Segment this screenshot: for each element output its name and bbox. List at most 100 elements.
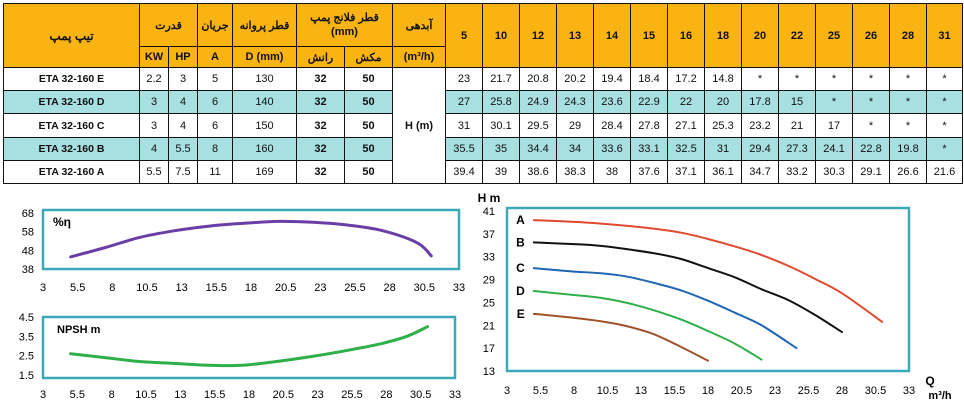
cell-head-label: H (m) xyxy=(392,67,446,184)
cell-kw: 2.2 xyxy=(139,67,169,91)
cell-head: 22 xyxy=(667,90,705,114)
cell-suction: 50 xyxy=(344,113,393,138)
cell-head: 38 xyxy=(593,160,631,184)
cell-model: ETA 32-160 C xyxy=(3,113,140,138)
header-flow-unit: (m³/h) xyxy=(392,46,446,68)
cell-d: 140 xyxy=(232,90,297,114)
cell-head: 39 xyxy=(482,160,520,184)
x-tick-label: 8 xyxy=(109,389,115,401)
cell-suction: 50 xyxy=(344,90,393,114)
x-tick-label: 10.5 xyxy=(597,385,618,397)
efficiency-chart-frame xyxy=(41,208,461,271)
header-flow-31: 31 xyxy=(926,3,963,68)
flow-axis-label: Q xyxy=(925,374,934,388)
header-flange: قطر فلانج پمپ (mm) xyxy=(296,3,393,47)
cell-head: 18.4 xyxy=(630,67,668,91)
cell-discharge: 32 xyxy=(296,113,345,138)
y-tick-label: 68 xyxy=(22,208,34,220)
cell-model: ETA 32-160 D xyxy=(3,90,140,114)
series-label-c: C xyxy=(516,261,525,275)
cell-head: * xyxy=(852,113,890,138)
head-chart-frame xyxy=(505,206,911,373)
x-tick-label: 5.5 xyxy=(70,389,85,401)
x-tick-label: 3 xyxy=(40,389,46,401)
cell-head: 34.7 xyxy=(741,160,779,184)
cell-head: 14.8 xyxy=(704,67,742,91)
cell-head: 30.3 xyxy=(815,160,853,184)
cell-head: 27 xyxy=(445,90,483,114)
cell-head: 31 xyxy=(704,137,742,161)
y-tick-label: 17 xyxy=(483,343,495,355)
y-tick-label: 41 xyxy=(483,206,495,218)
cell-suction: 50 xyxy=(344,160,393,184)
cell-discharge: 32 xyxy=(296,160,345,184)
cell-discharge: 32 xyxy=(296,67,345,91)
cell-d: 160 xyxy=(232,137,297,161)
table-row: ETA 32-160 A 5.5 7.5 11 169 32 50 39.4 39 38.6 38.… xyxy=(3,160,963,184)
x-tick-label: 8 xyxy=(571,385,577,397)
cell-head: 33.6 xyxy=(593,137,631,161)
cell-head: 27.1 xyxy=(667,113,705,138)
x-tick-label: 15.5 xyxy=(664,385,685,397)
cell-head: 27.8 xyxy=(630,113,668,138)
y-tick-label: 58 xyxy=(22,227,34,239)
cell-head: 29.4 xyxy=(741,137,779,161)
cell-head: 26.6 xyxy=(889,160,927,184)
cell-head: 32.5 xyxy=(667,137,705,161)
table-row: ETA 32-160 E 2.2 3 5 130 32 50 H (m) 23 21.7 20.8 2… xyxy=(3,67,963,184)
header-flow-22: 22 xyxy=(778,3,816,68)
npsh-curve xyxy=(69,325,429,368)
x-tick-label: 30.5 xyxy=(410,389,431,401)
x-tick-label: 8 xyxy=(109,282,115,294)
series-label-b: B xyxy=(516,235,525,249)
cell-hp: 7.5 xyxy=(168,160,198,184)
x-tick-label: 30.5 xyxy=(865,385,886,397)
x-tick-label: 33 xyxy=(453,282,465,294)
x-tick-label: 3 xyxy=(40,282,46,294)
cell-head: * xyxy=(778,67,816,91)
cell-hp: 4 xyxy=(168,113,198,138)
cell-head: 22.9 xyxy=(630,90,668,114)
cell-head: 23.6 xyxy=(593,90,631,114)
y-tick-label: 29 xyxy=(483,275,495,287)
y-tick-label: 48 xyxy=(22,245,34,257)
head-curve-c xyxy=(532,267,798,350)
cell-suction: 50 xyxy=(344,67,393,91)
header-flow-12: 12 xyxy=(519,3,557,68)
cell-kw: 4 xyxy=(139,137,169,161)
cell-a: 6 xyxy=(197,90,233,114)
y-tick-label: 25 xyxy=(483,297,495,309)
header-flow-5: 5 xyxy=(445,3,483,68)
header-flow-13: 13 xyxy=(556,3,594,68)
x-tick-label: 18 xyxy=(702,385,714,397)
cell-head: 33.2 xyxy=(778,160,816,184)
series-label-e: E xyxy=(517,307,525,321)
x-tick-label: 18 xyxy=(245,282,257,294)
header-flow-26: 26 xyxy=(852,3,890,68)
x-tick-label: 23 xyxy=(312,389,324,401)
head-curve-d xyxy=(532,290,763,361)
flow-axis-unit: m³/h xyxy=(928,390,952,402)
cell-head: 19.8 xyxy=(889,137,927,161)
head-curve-b xyxy=(532,241,843,334)
table-header-row: تیپ پمپ قدرت جریان قطر پروانه قطر فلانج … xyxy=(3,3,963,68)
header-flow-28: 28 xyxy=(889,3,927,68)
x-tick-label: 23 xyxy=(314,282,326,294)
cell-head: 24.3 xyxy=(556,90,594,114)
pump-performance-table: تیپ پمپ قدرت جریان قطر پروانه قطر فلانج … xyxy=(3,3,963,184)
cell-head: 39.4 xyxy=(445,160,483,184)
cell-head: 15 xyxy=(778,90,816,114)
cell-head: 17.2 xyxy=(667,67,705,91)
cell-head: 20 xyxy=(704,90,742,114)
cell-head: 35 xyxy=(482,137,520,161)
npsh-chart-frame xyxy=(41,315,457,380)
header-model: تیپ پمپ xyxy=(3,3,140,68)
header-flow-16: 16 xyxy=(667,3,705,68)
cell-head: 17 xyxy=(815,113,853,138)
y-tick-label: 33 xyxy=(483,252,495,264)
cell-a: 6 xyxy=(197,113,233,138)
cell-head: 24.9 xyxy=(519,90,557,114)
x-tick-label: 13 xyxy=(176,282,188,294)
header-flow-20: 20 xyxy=(741,3,779,68)
